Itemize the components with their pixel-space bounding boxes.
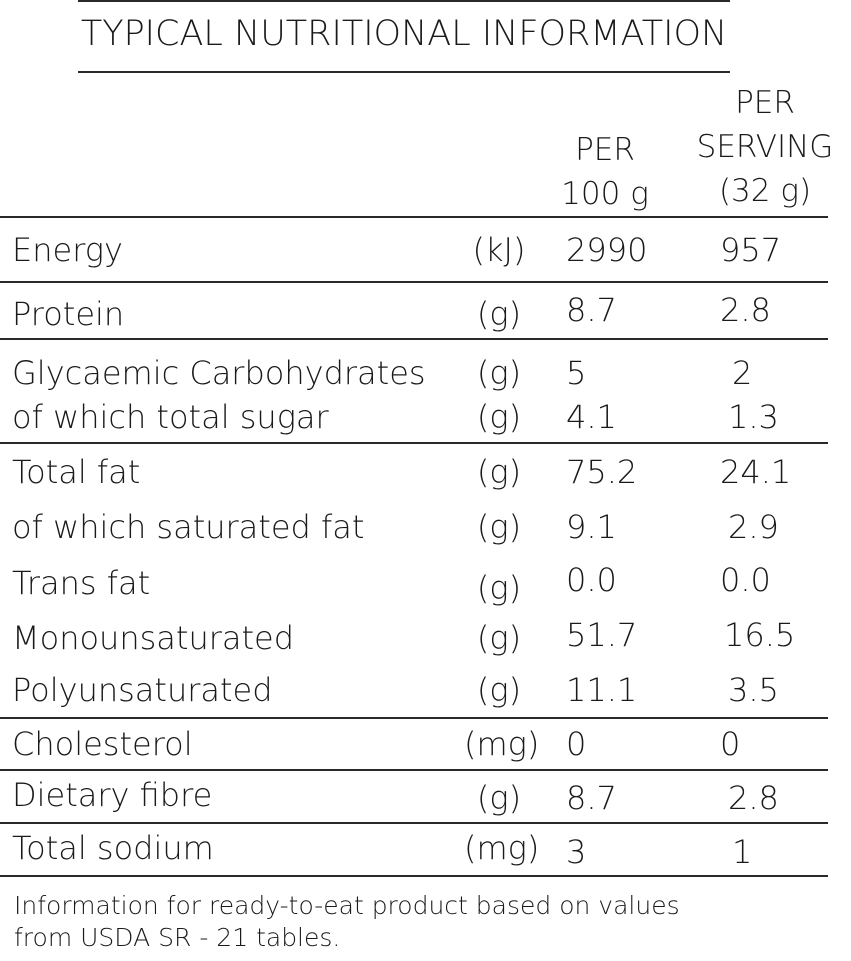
row-unit: (kJ): [472, 231, 526, 269]
title-top-rule: [78, 0, 730, 2]
row-unit: (mg): [464, 829, 540, 867]
row-value-per-serving: 2.9: [728, 508, 779, 546]
footnote-line2: from USDA SR - 21 tables.: [14, 923, 341, 952]
row-label: of which saturated fat: [12, 508, 365, 546]
header-per-serving-line3: (32 g): [718, 173, 812, 209]
row-value-per-serving: 16.5: [724, 616, 796, 654]
title-bottom-rule: [78, 71, 730, 73]
row-value-per-serving: 1: [732, 833, 753, 871]
row-unit: (g): [476, 569, 522, 607]
row-label: Cholesterol: [12, 725, 193, 763]
row-unit: (g): [476, 779, 522, 817]
row-value-per-serving: 2: [732, 354, 753, 392]
row-value-per-100g: 75.2: [566, 453, 638, 491]
row-unit: (g): [476, 354, 522, 392]
row-value-per-100g: 8.7: [566, 779, 617, 817]
row-value-per-100g: 8.7: [566, 291, 617, 329]
row-label: of which total sugar: [12, 398, 329, 436]
row-rule-energy: [0, 281, 828, 283]
row-label: Total fat: [12, 453, 141, 491]
footnote: Information for ready-to-eat product bas…: [14, 890, 680, 954]
row-label: Monounsaturated: [12, 619, 295, 657]
row-value-per-serving: 2.8: [728, 779, 779, 817]
row-value-per-serving: 3.5: [728, 671, 779, 709]
row-rule-fats: [0, 717, 828, 719]
row-value-per-serving: 0: [720, 725, 741, 763]
row-value-per-100g: 4.1: [566, 398, 617, 436]
row-unit: (g): [476, 398, 522, 436]
row-unit: (g): [476, 295, 522, 333]
header-per-100g-line2: 100 g: [561, 176, 649, 212]
row-label: Total sodium: [12, 829, 214, 867]
header-per-serving-line1: PER: [735, 85, 795, 121]
row-unit: (mg): [464, 725, 540, 763]
row-value-per-100g: 0.0: [566, 561, 617, 599]
row-value-per-100g: 11.1: [566, 671, 638, 709]
header-rule: [0, 216, 828, 218]
row-unit: (g): [476, 671, 522, 709]
row-value-per-serving: 957: [720, 231, 782, 269]
row-unit: (g): [476, 453, 522, 491]
header-per-serving-line2: SERVING: [696, 129, 834, 165]
row-label: Energy: [12, 231, 123, 269]
row-rule-carbs: [0, 442, 828, 444]
row-rule-protein: [0, 338, 828, 340]
row-label: Trans fat: [12, 564, 151, 602]
row-value-per-100g: 3: [566, 833, 587, 871]
footnote-line1: Information for ready-to-eat product bas…: [14, 891, 680, 920]
row-label: Protein: [12, 295, 125, 333]
row-value-per-serving: 24.1: [720, 453, 792, 491]
row-value-per-100g: 5: [566, 354, 587, 392]
table-title: TYPICAL NUTRITIONAL INFORMATION: [80, 14, 728, 54]
row-value-per-100g: 0: [566, 725, 587, 763]
row-label: Polyunsaturated: [12, 671, 273, 709]
row-label: Glycaemic Carbohydrates: [12, 354, 426, 392]
row-unit: (g): [476, 508, 522, 546]
row-value-per-100g: 2990: [566, 231, 648, 269]
header-per-100g: PER 100 g: [555, 128, 655, 216]
row-value-per-serving: 0.0: [720, 561, 771, 599]
row-value-per-serving: 2.8: [720, 291, 771, 329]
row-rule-fibre: [0, 822, 828, 824]
row-label: Dietary fibre: [12, 776, 213, 814]
row-value-per-100g: 51.7: [566, 616, 638, 654]
row-value-per-serving: 1.3: [728, 398, 779, 436]
row-rule-sodium: [0, 875, 828, 877]
row-rule-cholesterol: [0, 769, 828, 771]
header-per-100g-line1: PER: [575, 132, 635, 168]
header-per-serving: PER SERVING (32 g): [690, 81, 840, 213]
row-value-per-100g: 9.1: [566, 508, 617, 546]
row-unit: (g): [476, 619, 522, 657]
